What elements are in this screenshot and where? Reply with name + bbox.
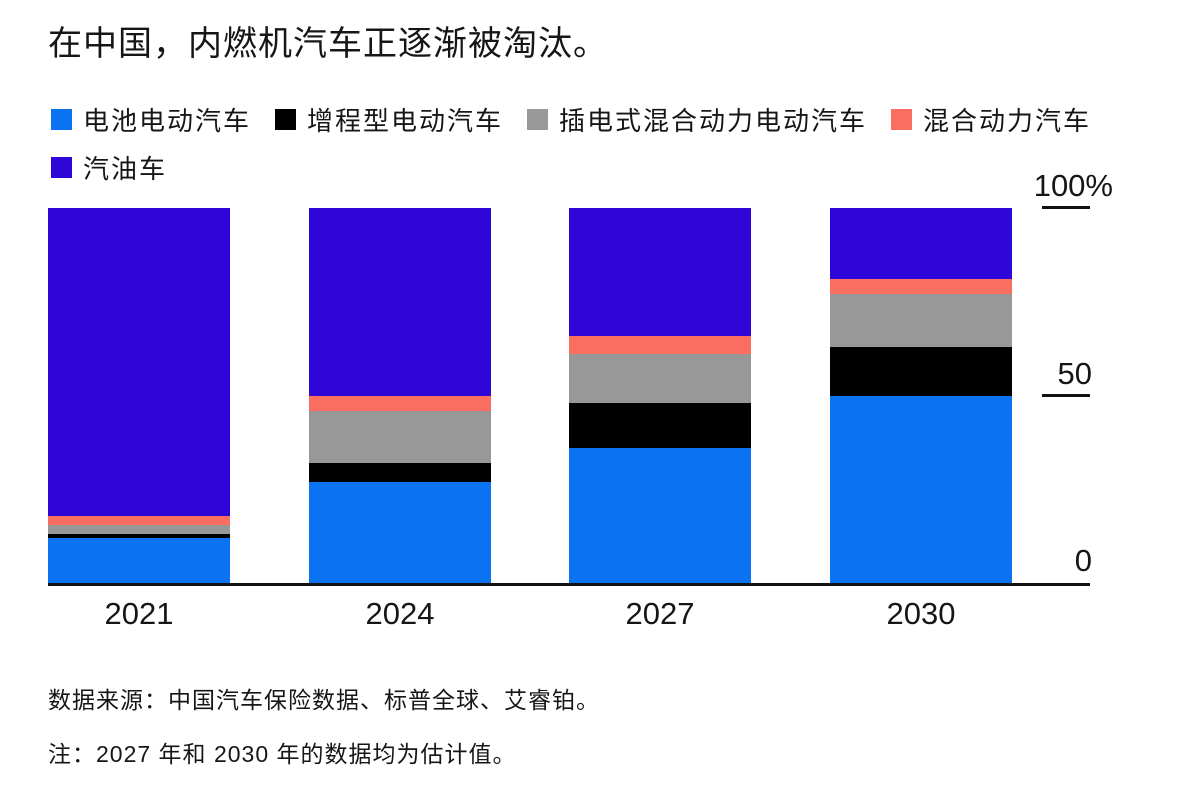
erev-swatch-icon (275, 109, 297, 130)
segment-gasoline-2030 (830, 208, 1012, 280)
legend-label-hev: 混合动力汽车 (923, 106, 1092, 136)
segment-erev-2021 (48, 534, 230, 538)
segment-gasoline-2027 (569, 208, 751, 336)
legend-label-erev: 增程型电动汽车 (307, 106, 504, 136)
legend: 电池电动汽车 增程型电动汽车 插电式混合动力电动汽车 混合动力汽车汽油车 (51, 101, 1091, 186)
y-tick-100 (1042, 206, 1090, 209)
y-axis-label-50: 50 (1057, 355, 1092, 391)
segment-bev-2021 (48, 538, 230, 583)
x-axis-label-2030: 2030 (886, 596, 956, 631)
segment-hev-2024 (309, 395, 491, 411)
phev-swatch-icon (527, 109, 549, 130)
segment-bev-2024 (309, 481, 491, 583)
y-tick-50 (1042, 393, 1090, 397)
segment-phev-2024 (309, 410, 491, 463)
x-axis-label-2024: 2024 (365, 596, 435, 631)
segment-hev-2027 (569, 335, 751, 355)
legend-item-phev: 插电式混合动力电动汽车 (527, 101, 867, 138)
segment-erev-2030 (830, 346, 1012, 396)
bev-swatch-icon (51, 109, 72, 130)
segment-bev-2027 (569, 448, 751, 583)
segment-erev-2024 (309, 463, 491, 482)
legend-row: 电池电动汽车 增程型电动汽车 插电式混合动力电动汽车 混合动力汽车 (51, 101, 1091, 138)
plot-area (48, 208, 1012, 583)
bar-2021 (48, 208, 230, 583)
chart-title: 在中国，内燃机汽车正逐渐被淘汰。 (48, 25, 608, 63)
bar-2027 (569, 208, 751, 583)
legend-item-erev: 增程型电动汽车 (275, 101, 503, 138)
bar-2030 (830, 208, 1012, 583)
legend-item-gasoline: 汽油车 (51, 149, 167, 186)
x-axis-label-2021: 2021 (104, 596, 174, 631)
y-axis-label-0: 0 (1074, 543, 1092, 578)
segment-phev-2030 (830, 294, 1012, 347)
segment-phev-2021 (48, 524, 230, 535)
legend-label-bev: 电池电动汽车 (83, 106, 252, 136)
estimate-note: 注：2027 年和 2030 年的数据均为估计值。 (48, 741, 517, 767)
legend-label-phev: 插电式混合动力电动汽车 (559, 106, 868, 136)
x-axis-line (48, 583, 1090, 586)
hev-swatch-icon (891, 109, 913, 130)
segment-gasoline-2024 (309, 208, 491, 396)
legend-label-gasoline: 汽油车 (83, 154, 168, 184)
segment-hev-2021 (48, 515, 230, 525)
segment-phev-2027 (569, 354, 751, 403)
gasoline-swatch-icon (51, 157, 72, 178)
segment-hev-2030 (830, 279, 1012, 295)
segment-bev-2030 (830, 395, 1012, 583)
segment-gasoline-2021 (48, 208, 230, 516)
segment-erev-2027 (569, 403, 751, 448)
x-axis-label-2027: 2027 (625, 596, 695, 631)
legend-row: 汽油车 (51, 149, 1091, 186)
y-axis-label-100: 100% (1033, 168, 1113, 203)
bar-2024 (309, 208, 491, 583)
data-source-note: 数据来源：中国汽车保险数据、标普全球、艾睿铂。 (48, 687, 600, 713)
legend-item-hev: 混合动力汽车 (891, 101, 1091, 138)
legend-item-bev: 电池电动汽车 (51, 101, 251, 138)
